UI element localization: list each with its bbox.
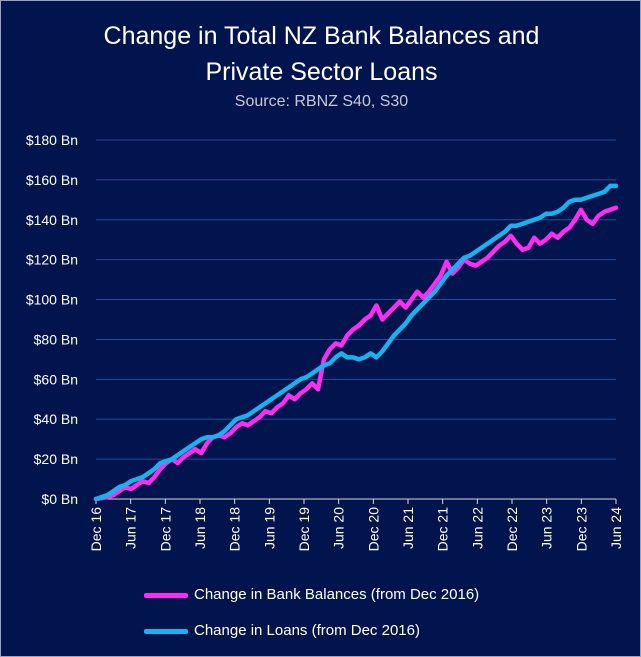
x-axis-ticks: Dec 16 Jun 17 Dec 17 Jun 18 Dec 18 Jun 19 Dec … (88, 499, 624, 551)
legend-swatch-bank-balances (144, 593, 188, 598)
x-tick-label: Dec 22 (504, 507, 520, 552)
y-tick-label: $100 Bn (26, 292, 78, 308)
chart-title-line-2: Private Sector Loans (205, 58, 438, 86)
grid-lines (96, 139, 616, 500)
legend-swatch-loans (144, 629, 188, 634)
x-tick-label: Dec 20 (365, 507, 381, 552)
y-tick-label: $20 Bn (34, 451, 78, 467)
chart-subtitle: Source: RBNZ S40, S30 (234, 93, 409, 110)
x-tick-label: Dec 17 (157, 507, 173, 552)
y-tick-label: $180 Bn (26, 132, 78, 148)
y-tick-label: $60 Bn (34, 371, 78, 387)
x-tick-label: Jun 18 (192, 507, 208, 549)
x-tick-label: Jun 19 (261, 507, 277, 549)
x-tick-label: Jun 24 (608, 507, 624, 549)
y-tick-label: $160 Bn (26, 172, 78, 188)
x-tick-label: Jun 21 (400, 507, 416, 549)
x-tick-label: Dec 16 (88, 507, 104, 552)
x-tick-label: Dec 21 (435, 507, 451, 552)
y-tick-label: $120 Bn (26, 252, 78, 268)
y-tick-label: $140 Bn (26, 212, 78, 228)
y-tick-label: $40 Bn (34, 411, 78, 427)
series-line-loans (93, 183, 619, 502)
legend-label-loans: Change in Loans (from Dec 2016) (194, 622, 420, 639)
x-tick-label: Jun 23 (539, 507, 555, 549)
x-tick-label: Dec 18 (227, 507, 243, 552)
series-lines (93, 183, 619, 502)
chart-title-line-1: Change in Total NZ Bank Balances and (103, 22, 540, 50)
x-tick-label: Dec 19 (296, 507, 312, 552)
y-axis-ticks: $0 Bn $20 Bn $40 Bn $60 Bn $80 Bn $100 Bn $120… (26, 132, 78, 507)
x-tick-label: Jun 20 (331, 507, 347, 549)
y-tick-label: $0 Bn (41, 491, 78, 507)
y-tick-label: $80 Bn (34, 331, 78, 347)
x-tick-label: Jun 17 (123, 507, 139, 549)
series-line-bank-balances (93, 205, 619, 502)
legend-label-bank-balances: Change in Bank Balances (from Dec 2016) (194, 586, 480, 603)
x-tick-label: Jun 22 (469, 507, 485, 549)
x-tick-label: Dec 23 (573, 507, 589, 552)
